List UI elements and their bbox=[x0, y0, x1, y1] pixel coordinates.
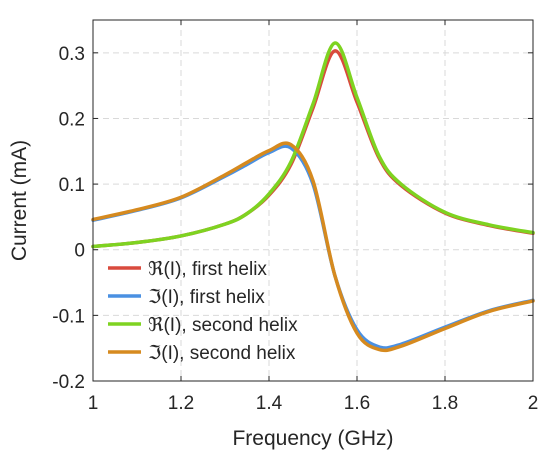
y-tick-label: 0.2 bbox=[59, 109, 85, 130]
legend-label-3: ℜ(I), second helix bbox=[148, 315, 298, 336]
y-tick-label: -0.2 bbox=[52, 372, 85, 393]
y-tick-label: 0.3 bbox=[59, 44, 85, 65]
ticks: 1 1.2 1.4 1.6 1.8 2 -0.2 -0.1 0 0.1 0.2 0.3 bbox=[52, 20, 538, 414]
series-line-4 bbox=[91, 141, 535, 353]
series-line-3 bbox=[91, 41, 535, 249]
y-axis-label: Current (mA) bbox=[8, 140, 31, 261]
y-tick-label: 0.1 bbox=[59, 175, 85, 196]
x-tick-label: 1.2 bbox=[168, 393, 194, 414]
y-tick-label: 0 bbox=[74, 241, 85, 262]
legend-label-2: ℑ(I), first helix bbox=[148, 287, 265, 308]
x-tick-label: 2 bbox=[528, 393, 539, 414]
x-tick-label: 1.6 bbox=[344, 393, 370, 414]
x-tick-label: 1 bbox=[88, 393, 99, 414]
x-tick-label: 1.8 bbox=[432, 393, 458, 414]
y-tick-label: -0.1 bbox=[52, 306, 85, 327]
x-tick-label: 1.4 bbox=[256, 393, 283, 414]
x-axis-label: Frequency (GHz) bbox=[232, 427, 393, 450]
legend-label-4: ℑ(I), second helix bbox=[148, 343, 296, 364]
series-layer bbox=[91, 41, 535, 353]
plot-frame bbox=[92, 19, 534, 382]
legend-label-1: ℜ(I), first helix bbox=[148, 259, 267, 280]
series-line-1 bbox=[91, 49, 535, 249]
legend: ℜ(I), first helix ℑ(I), first helix ℜ(I), … bbox=[108, 259, 298, 364]
